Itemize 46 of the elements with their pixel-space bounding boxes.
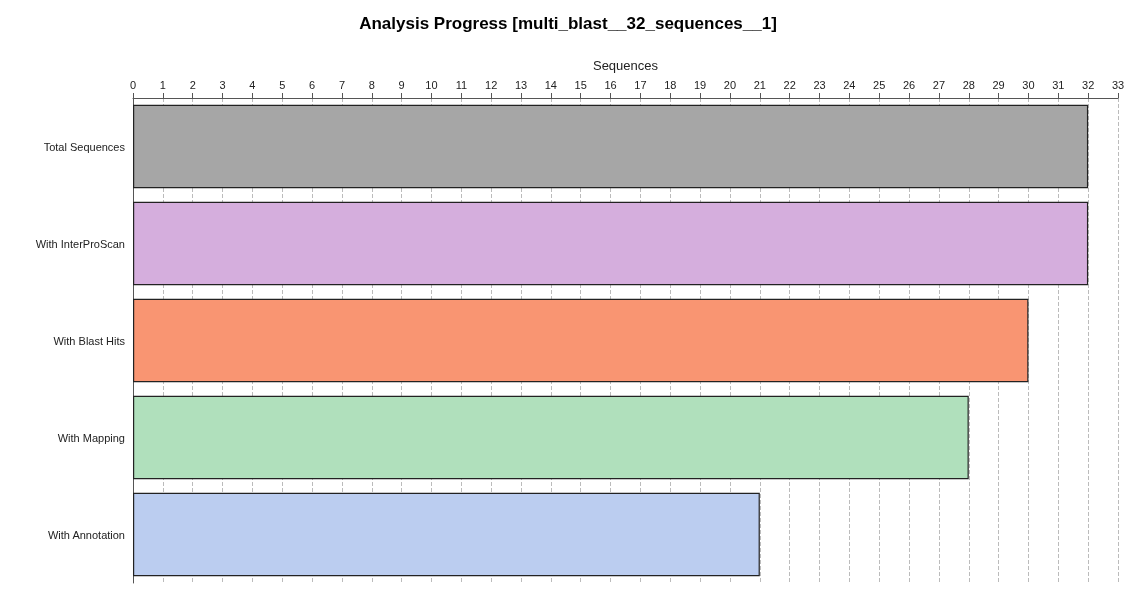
y-tick-label: With InterProScan bbox=[35, 237, 125, 250]
x-tick-label: 14 bbox=[544, 78, 557, 91]
x-tick-label: 5 bbox=[279, 78, 286, 91]
x-tick-label: 3 bbox=[219, 78, 226, 91]
x-tick-label: 21 bbox=[753, 78, 766, 91]
x-tick-label: 7 bbox=[338, 78, 345, 91]
x-tick-label: 24 bbox=[843, 78, 856, 91]
y-tick-label: With Annotation bbox=[47, 528, 125, 541]
x-tick-label: 4 bbox=[249, 78, 256, 91]
x-tick-label: 23 bbox=[813, 78, 826, 91]
y-tick-label: With Mapping bbox=[57, 431, 125, 444]
x-tick-label: 19 bbox=[694, 78, 707, 91]
x-tick-label: 9 bbox=[398, 78, 405, 91]
x-tick-label: 22 bbox=[783, 78, 796, 91]
x-tick-label: 27 bbox=[932, 78, 946, 91]
x-axis-title: Sequences bbox=[592, 58, 659, 73]
y-tick-label: With Blast Hits bbox=[53, 334, 126, 347]
bar bbox=[133, 298, 1029, 383]
bar bbox=[133, 104, 1089, 189]
x-tick-label: 33 bbox=[1111, 78, 1125, 91]
x-tick-label: 8 bbox=[368, 78, 375, 91]
x-tick-label: 10 bbox=[425, 78, 438, 91]
x-tick-label: 32 bbox=[1082, 78, 1095, 91]
x-tick-label: 12 bbox=[485, 78, 498, 91]
x-tick-label: 17 bbox=[634, 78, 647, 91]
x-tick-label: 15 bbox=[574, 78, 587, 91]
x-tick-label: 6 bbox=[309, 78, 316, 91]
x-tick-label: 16 bbox=[604, 78, 617, 91]
x-tick-label: 30 bbox=[1022, 78, 1035, 91]
x-tick-label: 2 bbox=[189, 78, 196, 91]
bar bbox=[133, 201, 1089, 286]
bar bbox=[133, 492, 760, 577]
x-tick-label: 18 bbox=[664, 78, 677, 91]
x-tick-label: 31 bbox=[1052, 78, 1065, 91]
x-tick-label: 26 bbox=[902, 78, 916, 91]
x-tick-label: 29 bbox=[992, 78, 1005, 91]
bar bbox=[133, 395, 969, 480]
y-tick-label: Total Sequences bbox=[43, 140, 126, 153]
x-tick-label: 20 bbox=[723, 78, 737, 91]
x-tick-label: 13 bbox=[514, 78, 528, 91]
x-tick-label: 28 bbox=[962, 78, 975, 91]
x-tick-label: 0 bbox=[129, 78, 137, 91]
x-tick-label: 25 bbox=[873, 78, 886, 91]
chart-title: Analysis Progress [multi_blast__32_sequences__1] bbox=[359, 14, 777, 33]
x-tick-label: 1 bbox=[159, 78, 166, 91]
x-tick-label: 11 bbox=[455, 78, 468, 91]
